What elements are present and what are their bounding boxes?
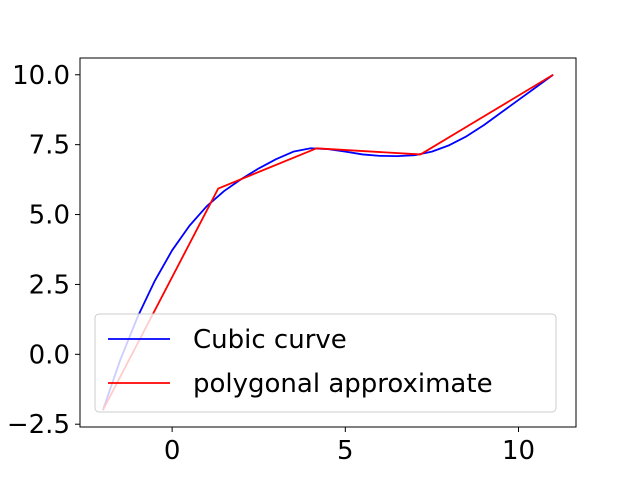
x-tick-label: 0	[164, 436, 181, 466]
legend-label-1: polygonal approximate	[193, 369, 493, 399]
x-tick-label: 5	[337, 436, 354, 466]
y-tick-label: 7.5	[29, 131, 70, 161]
legend: Cubic curve polygonal approximate	[94, 313, 557, 413]
x-tick-label: 10	[502, 436, 535, 466]
series-layer	[102, 73, 554, 411]
y-tick-label: −2.5	[7, 410, 70, 440]
series-line-1	[102, 73, 554, 411]
legend-items: Cubic curve polygonal approximate	[108, 325, 493, 399]
legend-box	[94, 313, 557, 413]
y-tick-label: 0.0	[29, 340, 70, 370]
y-tick-label: 10.0	[12, 61, 70, 91]
legend-label-0: Cubic curve	[193, 325, 347, 355]
y-tick-label: 5.0	[29, 201, 70, 231]
x-axis: 0 5 10	[164, 427, 535, 466]
y-tick-label: 2.5	[29, 270, 70, 300]
y-axis: −2.5 0.0 2.5 5.0 7.5 10.0	[7, 61, 80, 440]
